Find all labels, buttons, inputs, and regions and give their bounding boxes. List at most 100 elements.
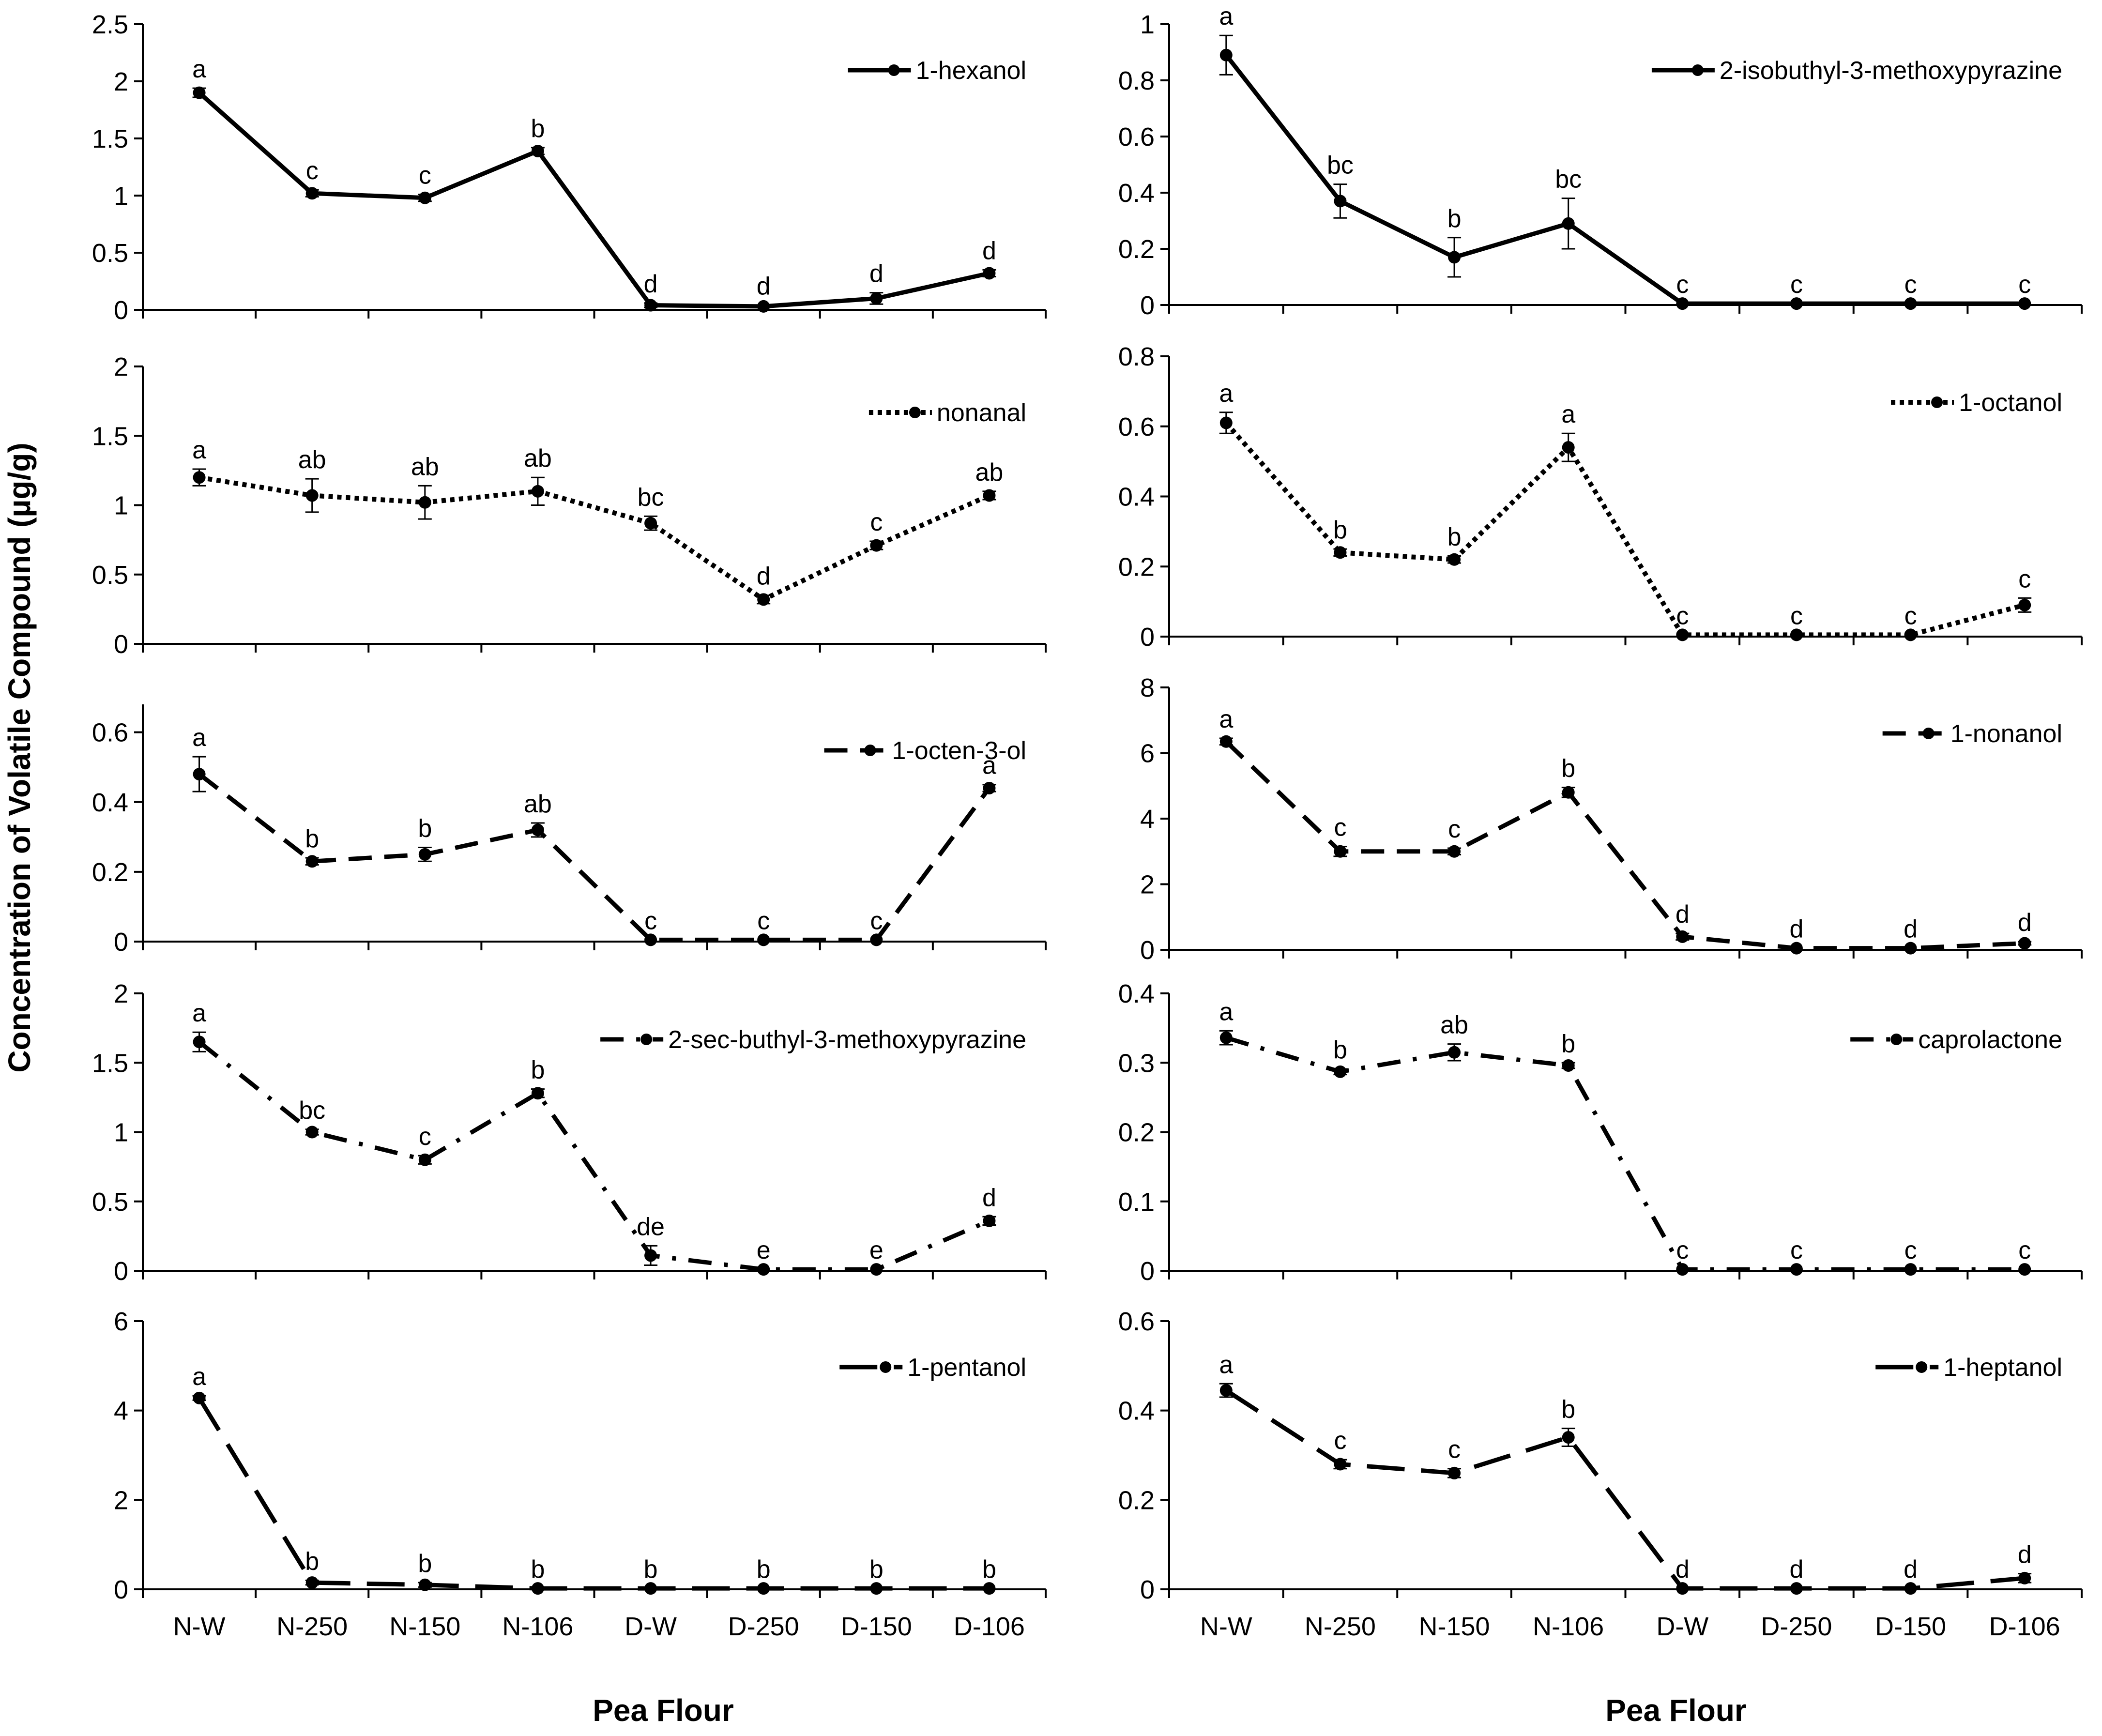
data-point — [1676, 1582, 1689, 1595]
significance-letter: b — [531, 1555, 545, 1584]
significance-letter: b — [644, 1555, 658, 1584]
data-point — [418, 496, 431, 509]
data-point — [1790, 1582, 1803, 1595]
significance-letter: e — [869, 1236, 883, 1264]
significance-letter: ab — [524, 790, 552, 818]
data-point — [1562, 217, 1575, 230]
panel-left-1: 0 0.5 1 1.5 2 2.5 a c c b d d d d 1-hexanol — [92, 10, 1047, 325]
data-point — [1448, 251, 1461, 264]
y-tick-label: 0.2 — [1118, 1486, 1155, 1515]
y-tick-label: 0.5 — [92, 561, 128, 590]
data-point — [1676, 930, 1689, 943]
x-tick-label: D-250 — [1761, 1612, 1832, 1641]
significance-letter: c — [419, 1123, 431, 1151]
data-point — [757, 933, 770, 946]
data-point — [1904, 942, 1917, 955]
data-point — [1334, 546, 1347, 559]
data-point — [531, 144, 544, 157]
y-tick-label: 0.6 — [1118, 412, 1155, 442]
significance-letter: c — [1790, 602, 1803, 630]
data-point — [983, 489, 996, 502]
significance-letter: d — [2018, 1541, 2032, 1569]
data-point — [757, 1582, 770, 1595]
y-tick-label: 1 — [114, 182, 128, 211]
data-point — [1562, 786, 1575, 799]
significance-letter: c — [1904, 602, 1917, 630]
significance-letter: c — [1448, 1436, 1461, 1464]
significance-letter: c — [1790, 1236, 1803, 1264]
significance-letter: b — [1561, 755, 1575, 783]
y-tick-label: 0 — [114, 1257, 128, 1286]
data-point — [305, 489, 319, 502]
significance-letter: a — [1219, 1351, 1233, 1379]
data-point — [1790, 628, 1803, 641]
data-point — [870, 539, 883, 552]
data-point — [1334, 195, 1347, 208]
significance-letter: d — [982, 1184, 996, 1212]
x-tick-label: N-150 — [389, 1612, 460, 1641]
data-point — [870, 1582, 883, 1595]
data-point — [193, 86, 206, 99]
data-point — [983, 267, 996, 280]
series-line — [1224, 740, 2025, 951]
significance-letter: c — [2018, 565, 2031, 593]
y-tick-label: 6 — [114, 1307, 128, 1336]
data-point — [1904, 297, 1917, 310]
data-point — [2018, 598, 2031, 611]
significance-letter: c — [757, 907, 770, 935]
significance-letter: a — [1219, 705, 1233, 733]
series-line — [1224, 54, 2025, 306]
chart-panels: 00.511.522.5ac cbd d dd1-hexanol00.20.40.60… — [92, 2, 2083, 1641]
panel-right-1: 0 0.2 0.4 0.6 0.8 1 a bc b bc c c c c 2-isobuthyl-3-me… — [1118, 2, 2083, 320]
significance-letter: bc — [638, 483, 664, 511]
y-tick-label: 2 — [114, 67, 128, 96]
data-point — [1562, 1059, 1575, 1072]
significance-letter: e — [757, 1236, 771, 1264]
y-tick-label: 6 — [1140, 739, 1155, 768]
data-point — [1219, 735, 1233, 748]
significance-letter: b — [982, 1555, 996, 1584]
significance-letter: bc — [1555, 166, 1582, 194]
data-point — [644, 1249, 657, 1262]
x-tick-label: D-106 — [1989, 1612, 2060, 1641]
y-tick-label: 0.2 — [1118, 1118, 1155, 1147]
y-tick-label: 0 — [1140, 291, 1155, 320]
data-point — [1904, 1582, 1917, 1595]
legend-marker — [1916, 1361, 1928, 1373]
significance-letter: b — [1333, 1036, 1347, 1064]
significance-letter: b — [869, 1555, 883, 1584]
data-point — [1448, 553, 1461, 566]
y-tick-label: 0.2 — [1118, 552, 1155, 581]
legend-marker — [864, 745, 876, 756]
data-point — [305, 1576, 319, 1589]
data-point — [2018, 937, 2031, 950]
y-tick-label: 0.4 — [1118, 979, 1155, 1008]
significance-letter: c — [1334, 814, 1346, 842]
y-tick-label: 0.5 — [92, 1188, 128, 1217]
significance-letter: c — [2018, 1236, 2031, 1264]
y-tick-label: 0 — [1140, 623, 1155, 652]
data-point — [1448, 1046, 1461, 1059]
y-tick-label: 0.4 — [1118, 483, 1155, 512]
x-tick-label: N-W — [1200, 1612, 1252, 1641]
y-tick-label: 1.5 — [92, 124, 128, 153]
significance-letter: de — [637, 1213, 665, 1241]
significance-letter: b — [305, 825, 319, 853]
y-tick-label: 0.6 — [92, 718, 128, 747]
significance-letter: c — [1676, 271, 1689, 299]
y-tick-label: 1 — [1140, 10, 1155, 39]
data-point — [1219, 416, 1233, 429]
legend-label: 1-hexanol — [916, 57, 1026, 85]
significance-letter: ab — [524, 444, 552, 472]
significance-letter: a — [192, 436, 206, 464]
significance-letter: ab — [411, 453, 439, 481]
legend-marker — [1890, 1034, 1903, 1045]
y-tick-label: 1 — [114, 1118, 128, 1147]
significance-letter: a — [192, 55, 206, 83]
data-point — [531, 1087, 544, 1100]
series-line — [198, 772, 991, 942]
y-tick-label: 0 — [1140, 936, 1155, 965]
y-tick-label: 0.4 — [92, 788, 128, 817]
